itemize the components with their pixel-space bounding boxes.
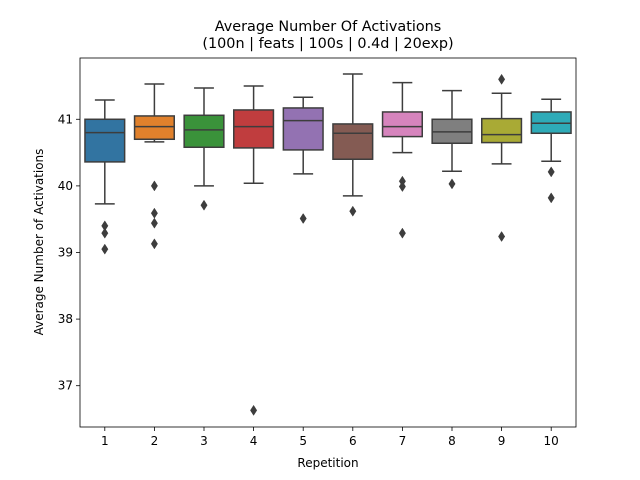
y-axis-label: Average Number of Activations <box>32 149 46 336</box>
chart-subtitle: (100n | feats | 100s | 0.4d | 20exp) <box>202 36 453 52</box>
box-outlier <box>101 243 109 255</box>
box-outlier <box>448 178 456 190</box>
box-body <box>183 114 225 149</box>
box-outlier <box>547 166 555 178</box>
box-outlier <box>101 227 109 239</box>
x-tick-label: 4 <box>250 434 258 448</box>
chart-title: Average Number Of Activations <box>215 19 442 35</box>
x-tick-label: 2 <box>151 434 159 448</box>
box-outlier <box>498 73 506 85</box>
x-tick-label: 3 <box>200 434 208 448</box>
box-body <box>233 109 275 149</box>
y-tick-label: 37 <box>58 379 73 393</box>
y-tick-label: 38 <box>58 312 73 326</box>
x-tick-label: 8 <box>448 434 456 448</box>
box-outlier <box>398 227 406 239</box>
plot-frame <box>79 57 577 428</box>
x-tick-label: 9 <box>498 434 506 448</box>
box-outlier <box>150 238 158 250</box>
box-body <box>381 111 423 138</box>
box-outlier <box>398 181 406 193</box>
box-outlier <box>299 213 307 224</box>
plot-marks: 37 38 39 40 41 1 2 3 4 5 6 7 8 9 10 <box>58 73 572 448</box>
box-body <box>84 118 126 163</box>
box-outlier <box>547 192 555 204</box>
box-outlier <box>349 205 357 217</box>
x-axis-label: Repetition <box>297 456 358 470</box>
y-tick-label: 41 <box>58 112 73 126</box>
box-outlier <box>200 199 208 211</box>
box-body <box>481 117 523 144</box>
y-tick-label: 40 <box>58 179 73 193</box>
box-body <box>332 123 374 160</box>
box-body <box>133 115 175 141</box>
x-tick-label: 10 <box>544 434 559 448</box>
x-tick-label: 6 <box>349 434 357 448</box>
x-tick-label: 1 <box>101 434 109 448</box>
x-tick-label: 5 <box>299 434 307 448</box>
y-tick-label: 39 <box>58 245 73 259</box>
box-outlier <box>150 217 158 229</box>
x-tick-label: 7 <box>399 434 407 448</box>
box-outlier <box>250 404 258 416</box>
box-body <box>282 107 324 151</box>
box-outlier <box>498 231 506 242</box>
box-outlier <box>150 180 158 192</box>
